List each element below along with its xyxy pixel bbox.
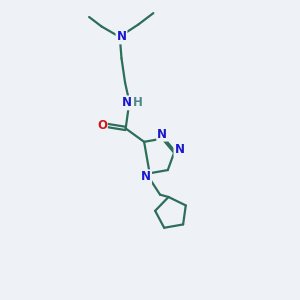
Text: N: N	[174, 143, 184, 156]
Text: N: N	[157, 128, 167, 141]
Text: N: N	[122, 96, 132, 110]
Text: N: N	[141, 170, 151, 183]
Text: O: O	[97, 119, 107, 132]
Text: H: H	[133, 96, 143, 110]
Text: N: N	[116, 30, 127, 44]
